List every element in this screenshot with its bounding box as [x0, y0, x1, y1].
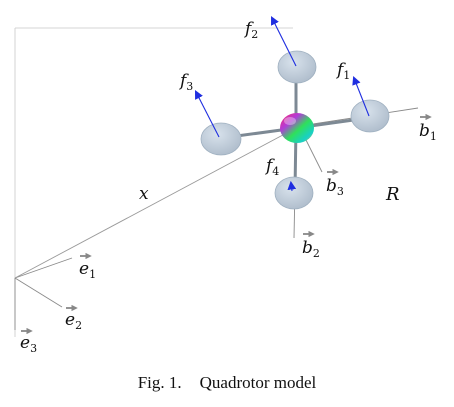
caption-prefix: Fig. 1. — [138, 373, 182, 392]
position-vector-line — [14, 127, 297, 279]
rotor-2 — [277, 50, 317, 84]
svg-text:e3: e3 — [20, 333, 37, 355]
attitude-label: R — [385, 184, 400, 205]
rotor-4 — [274, 176, 314, 210]
f2-label: f2 — [243, 19, 258, 41]
e2-label: e2 — [65, 304, 82, 332]
plot-box — [14, 27, 293, 337]
rotors — [200, 50, 390, 210]
e2-axis — [14, 277, 63, 308]
f1-arrow — [352, 75, 370, 117]
b3-label: b3 — [326, 168, 344, 198]
rotor-1 — [350, 99, 390, 133]
f1-label: f1 — [335, 60, 350, 82]
e1-label: e1 — [79, 252, 96, 281]
b2-label: b2 — [302, 230, 320, 260]
rotor-3 — [200, 122, 242, 156]
f4-arrow — [287, 180, 297, 192]
f2-arrow — [271, 16, 297, 67]
e1-axis — [14, 257, 73, 279]
caption-title: Quadrotor model — [200, 373, 317, 392]
figure-caption: Fig. 1. Quadrotor model — [138, 373, 317, 392]
quadrotor-body — [280, 113, 314, 143]
e3-label: e3 — [20, 327, 37, 355]
f3-label: f3 — [178, 71, 193, 93]
f4-label: f4 — [264, 156, 279, 178]
f3-arrow — [194, 90, 220, 138]
svg-text:e1: e1 — [79, 259, 96, 281]
svg-text:b3: b3 — [326, 176, 344, 198]
force-arrows — [194, 16, 370, 192]
svg-text:b1: b1 — [419, 121, 437, 143]
b1-label: b1 — [419, 113, 437, 143]
svg-text:e2: e2 — [65, 310, 82, 332]
svg-text:b2: b2 — [302, 238, 320, 260]
position-label: x — [139, 184, 149, 204]
inertial-frame — [14, 257, 73, 330]
